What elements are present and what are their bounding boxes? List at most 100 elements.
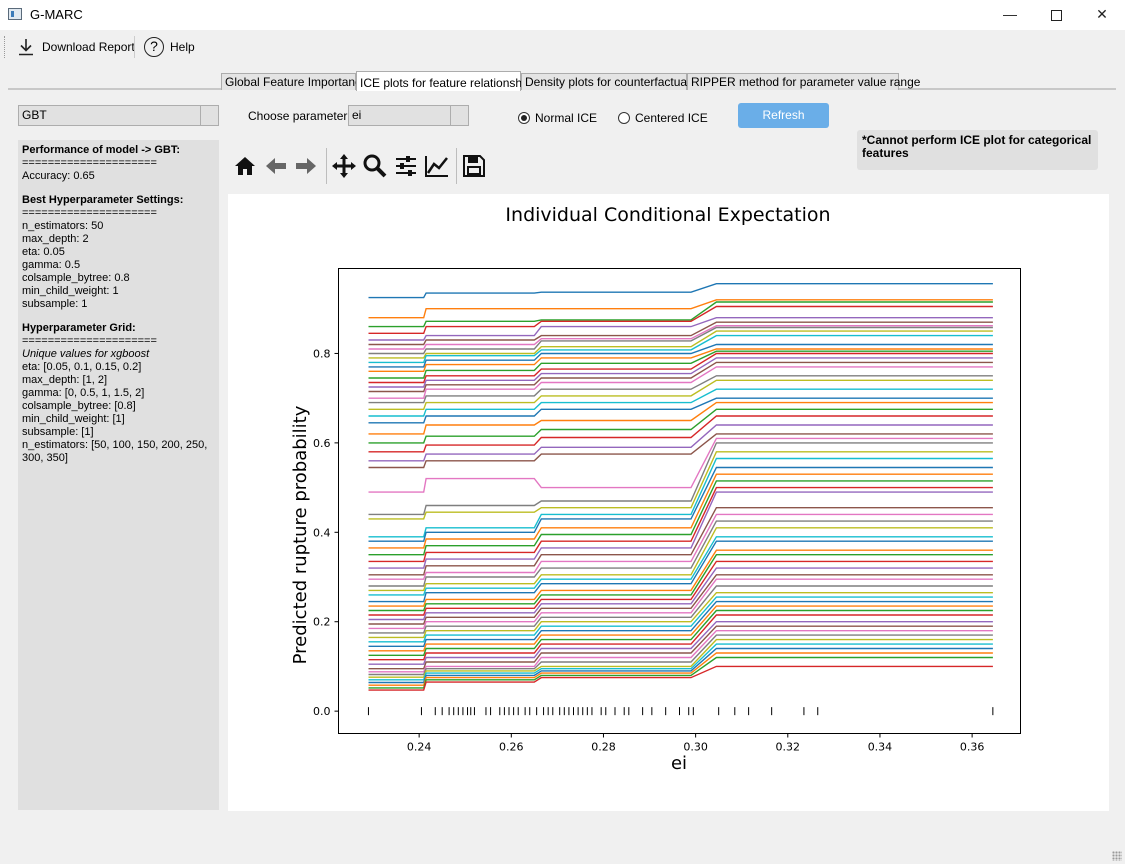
categorical-warning: *Cannot perform ICE plot for categorical… (857, 130, 1098, 170)
ice-line (368, 596, 993, 643)
best-settings-heading: Best Hyperparameter Settings: (22, 194, 184, 206)
ice-line (368, 578, 993, 630)
ice-line (368, 605, 993, 652)
tab-density-plots[interactable]: Density plots for counterfactuals (521, 73, 696, 90)
rule-line: ===================== (22, 157, 157, 169)
forward-arrow-icon[interactable] (292, 152, 320, 180)
refresh-button[interactable]: Refresh (738, 103, 829, 128)
ice-line (368, 352, 993, 384)
y-tick-label: 0.2 (313, 616, 331, 629)
ice-line (368, 480, 993, 556)
ice-line (368, 401, 993, 435)
configure-subplots-icon[interactable] (392, 152, 420, 180)
ice-line (368, 560, 993, 616)
rule-line: ===================== (22, 335, 157, 347)
close-button[interactable]: ✕ (1096, 6, 1108, 22)
help-button[interactable]: ? Help (144, 34, 195, 60)
ice-line (368, 609, 993, 656)
tab-global-feature-importance[interactable]: Global Feature Importance (221, 73, 368, 90)
radio-centered-ice-label: Centered ICE (635, 111, 708, 125)
ice-line (368, 520, 993, 587)
ice-line (368, 301, 993, 328)
download-report-button[interactable]: Download Report (16, 34, 135, 60)
rule-line: ===================== (22, 207, 157, 219)
ice-line (368, 634, 993, 676)
ice-line (368, 665, 993, 691)
zoom-icon[interactable] (361, 152, 389, 180)
ice-line (368, 600, 993, 647)
tab-ripper-method[interactable]: RIPPER method for parameter value range (687, 73, 920, 90)
save-icon[interactable] (460, 152, 488, 180)
model-select[interactable]: GBT (18, 105, 219, 126)
ice-line (368, 321, 993, 346)
toolbar-grip[interactable] (4, 36, 7, 58)
y-tick-label: 0.8 (313, 347, 331, 360)
ice-line (368, 652, 993, 686)
model-select-value: GBT (22, 108, 47, 122)
toolbar-separator (456, 148, 457, 184)
ice-line (368, 442, 993, 516)
best-setting-item: n_estimators: 50 (22, 220, 104, 232)
ice-line (368, 592, 993, 639)
pan-icon[interactable] (330, 152, 358, 180)
maximize-button[interactable] (1033, 0, 1079, 30)
radio-normal-ice[interactable]: Normal ICE (518, 111, 597, 125)
ice-line (368, 408, 993, 444)
ice-line (368, 513, 993, 580)
model-info-panel: Performance of model -> GBT: ===========… (18, 140, 219, 810)
ice-figure[interactable]: Individual Conditional Expectation 0.24 0… (228, 194, 1109, 811)
toolbar-separator (326, 148, 327, 184)
ice-line (368, 457, 993, 538)
ice-line (368, 334, 993, 364)
home-icon[interactable] (231, 152, 259, 180)
download-icon (19, 39, 33, 56)
ice-line (368, 433, 993, 469)
ice-chart: Individual Conditional Expectation 0.24 0… (290, 204, 1021, 774)
resize-grip[interactable] (1112, 851, 1122, 861)
download-report-label: Download Report (42, 40, 135, 54)
ice-line (368, 614, 993, 661)
parameter-select-value: ei (352, 108, 362, 122)
toolbar-separator (134, 36, 135, 58)
best-setting-item: gamma: 0.5 (22, 259, 81, 271)
best-setting-item: colsample_bytree: 0.8 (22, 272, 130, 284)
ice-line (368, 585, 993, 634)
ice-line (368, 451, 993, 520)
y-axis-label: Predicted rupture probability (290, 405, 311, 664)
title-bar: G-MARC — ✕ (0, 0, 1125, 30)
radio-indicator-checked (518, 112, 530, 124)
ice-line (368, 507, 993, 576)
grid-item: max_depth: [1, 2] (22, 374, 107, 386)
grid-item: colsample_bytree: [0.8] (22, 400, 136, 412)
ice-line (368, 357, 993, 388)
ice-line (368, 647, 993, 684)
ice-line (368, 397, 993, 424)
minimize-button[interactable]: — (1003, 6, 1017, 22)
ice-line (368, 361, 993, 393)
parameter-select[interactable]: ei (348, 105, 469, 126)
ice-line (368, 567, 993, 621)
ice-line (368, 316, 993, 341)
ice-line (368, 324, 993, 350)
performance-heading: Performance of model -> GBT: (22, 144, 181, 156)
ice-line (368, 486, 993, 563)
radio-indicator-unchecked (618, 112, 630, 124)
tab-ice-plots[interactable]: ICE plots for feature relationship (356, 71, 531, 91)
back-arrow-icon[interactable] (262, 152, 290, 180)
ice-line (368, 473, 993, 549)
best-setting-item: subsample: 1 (22, 298, 88, 310)
x-tick-label: 0.28 (591, 741, 616, 754)
grid-item: subsample: [1] (22, 426, 94, 438)
ice-line (368, 282, 993, 299)
grid-item: eta: [0.05, 0.1, 0.15, 0.2] (22, 361, 142, 373)
x-axis-label: ei (671, 753, 687, 774)
help-icon: ? (144, 37, 164, 57)
ice-line (368, 299, 993, 319)
x-tick-label: 0.30 (683, 741, 708, 754)
ice-line (368, 527, 993, 592)
ice-line (368, 343, 993, 368)
chevron-down-icon (450, 106, 468, 125)
edit-axes-icon[interactable] (423, 152, 451, 180)
y-tick-label: 0.4 (313, 526, 331, 539)
radio-centered-ice[interactable]: Centered ICE (618, 111, 708, 125)
